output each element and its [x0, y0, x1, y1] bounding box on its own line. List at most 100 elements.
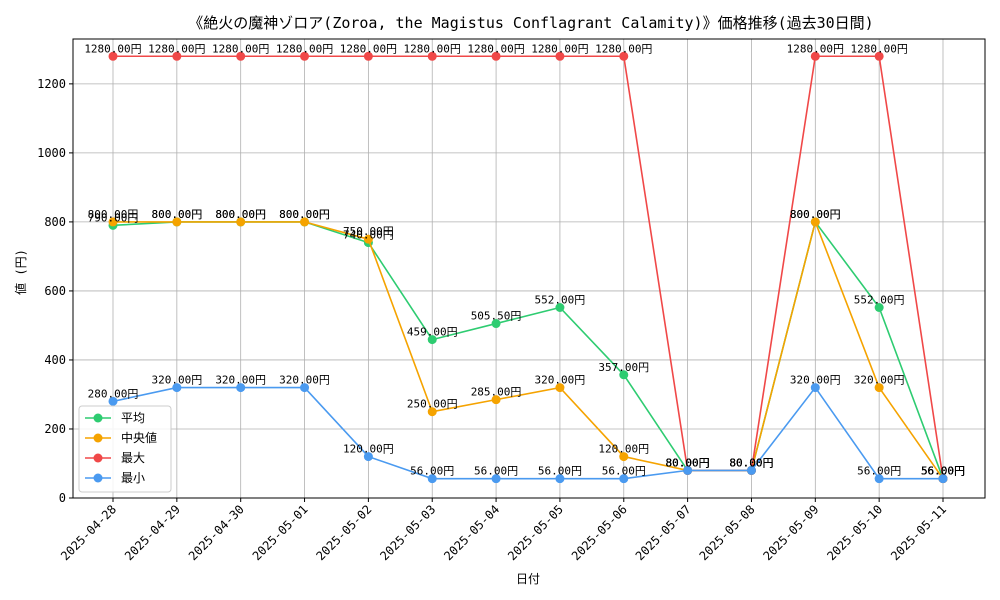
data-label: 56.00円	[921, 465, 965, 478]
y-tick-label: 400	[44, 353, 66, 367]
data-point	[874, 51, 884, 61]
data-label: 800.00円	[790, 208, 841, 221]
x-tick-label: 2025-04-28	[58, 502, 119, 563]
axis-layer: 2025-04-28 2025-04-29 2025-04-30 2025-05-01…	[37, 38, 986, 563]
data-point	[683, 465, 693, 475]
data-point	[363, 452, 373, 462]
data-label: 750.00円	[343, 225, 394, 238]
chart-title: 《絶火の魔神ゾロア(Zoroa, the Magistus Conflagran…	[188, 14, 873, 32]
series-line-2	[113, 55, 944, 479]
legend-box	[78, 405, 172, 493]
data-label: 1280.00円	[787, 42, 844, 55]
x-tick-label: 2025-05-01	[250, 502, 311, 563]
legend-marker	[93, 413, 103, 423]
legend-marker	[93, 473, 103, 483]
data-label: 280.00円	[88, 387, 139, 400]
data-label: 320.00円	[279, 374, 330, 387]
data-label: 1280.00円	[595, 42, 652, 55]
legend-label: 最小	[121, 471, 145, 485]
data-label: 459.00円	[407, 326, 458, 339]
x-tick-label: 2025-05-10	[824, 502, 885, 563]
data-point	[236, 217, 246, 227]
data-point	[938, 474, 948, 484]
data-point	[555, 51, 565, 61]
plot-frame	[72, 38, 986, 499]
data-point	[555, 474, 565, 484]
data-label: 56.00円	[921, 465, 965, 478]
legend-marker	[93, 433, 103, 443]
data-point	[810, 51, 820, 61]
data-point	[427, 407, 437, 417]
data-label: 56.00円	[857, 465, 901, 478]
data-label: 790.00円	[88, 211, 139, 224]
data-label: 1280.00円	[276, 42, 333, 55]
data-label: 800.00円	[215, 208, 266, 221]
data-label: 800.00円	[88, 208, 139, 221]
data-point	[300, 51, 310, 61]
y-tick-label: 1200	[37, 77, 66, 91]
data-label: 320.00円	[854, 374, 905, 387]
data-label: 800.00円	[279, 208, 330, 221]
data-label: 80.00円	[666, 456, 710, 469]
data-label: 320.00円	[215, 374, 266, 387]
data-point	[363, 51, 373, 61]
data-label: 800.00円	[151, 208, 202, 221]
data-label: 250.00円	[407, 398, 458, 411]
data-point	[108, 217, 118, 227]
data-label: 320.00円	[535, 374, 586, 387]
data-label: 1280.00円	[148, 42, 205, 55]
y-tick-label: 200	[44, 422, 66, 436]
data-point	[619, 370, 629, 380]
series-line-1	[113, 219, 944, 480]
data-label: 56.00円	[602, 465, 646, 478]
data-label: 120.00円	[598, 443, 649, 456]
data-point	[427, 474, 437, 484]
data-point	[874, 302, 884, 312]
y-tick-label: 1000	[37, 146, 66, 160]
x-tick-label: 2025-05-09	[760, 502, 821, 563]
data-point	[427, 51, 437, 61]
data-label: 120.00円	[343, 443, 394, 456]
data-label: 80.00円	[666, 456, 710, 469]
data-point	[874, 383, 884, 393]
data-label: 1280.00円	[212, 42, 269, 55]
x-tick-label: 2025-05-06	[569, 502, 630, 563]
data-point	[300, 383, 310, 393]
x-axis-label: 日付	[516, 572, 540, 586]
data-label: 1280.00円	[340, 42, 397, 55]
data-label: 1280.00円	[467, 42, 524, 55]
data-label: 56.00円	[474, 465, 518, 478]
data-label: 56.00円	[538, 465, 582, 478]
x-tick-label: 2025-04-30	[186, 502, 247, 563]
data-point	[491, 319, 501, 329]
data-point	[810, 383, 820, 393]
y-tick-label: 600	[44, 284, 66, 298]
data-label: 1280.00円	[531, 42, 588, 55]
legend-label: 中央値	[121, 430, 157, 445]
data-label: 800.00円	[215, 208, 266, 221]
data-point	[236, 383, 246, 393]
data-label: 740.00円	[343, 229, 394, 242]
data-label: 800.00円	[279, 208, 330, 221]
data-label: 1280.00円	[84, 42, 141, 55]
data-point	[874, 474, 884, 484]
y-tick-label: 0	[59, 491, 66, 505]
data-point	[172, 217, 182, 227]
data-point	[491, 395, 501, 405]
data-label: 800.00円	[790, 208, 841, 221]
data-label: 800.00円	[151, 208, 202, 221]
data-label: 80.00円	[729, 456, 773, 469]
legend-label: 最大	[121, 451, 145, 465]
y-axis-label: 値 (円)	[13, 249, 28, 295]
data-label: 320.00円	[790, 374, 841, 387]
data-point	[172, 383, 182, 393]
x-tick-label: 2025-05-11	[888, 502, 949, 563]
data-point	[746, 465, 756, 475]
series-layer	[108, 51, 948, 484]
x-tick-label: 2025-05-05	[505, 502, 566, 563]
data-label: 285.00円	[471, 386, 522, 399]
x-tick-label: 2025-05-07	[633, 502, 694, 563]
